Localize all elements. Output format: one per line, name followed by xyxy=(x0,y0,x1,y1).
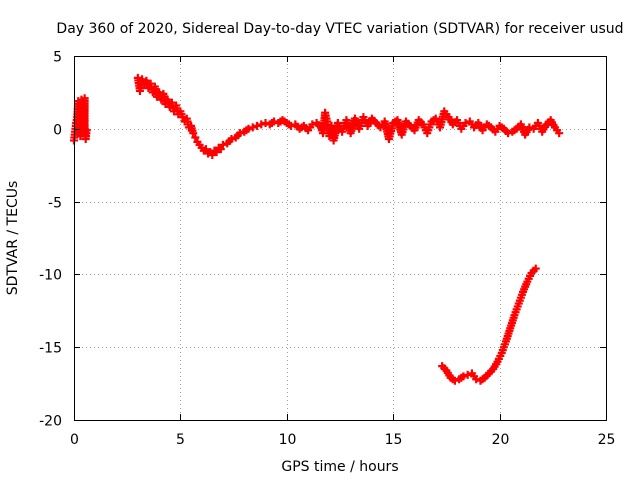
data-point xyxy=(248,123,257,132)
data-point xyxy=(218,140,227,149)
data-point xyxy=(227,134,236,143)
data-points xyxy=(70,73,564,385)
y-tick-label: 0 xyxy=(53,123,62,139)
series-main-trace xyxy=(133,73,564,160)
data-point xyxy=(450,376,459,385)
data-point xyxy=(461,118,470,127)
data-point xyxy=(257,120,266,129)
y-tick-label: -20 xyxy=(39,414,62,430)
grid xyxy=(74,56,606,420)
x-tick-label: 25 xyxy=(598,432,616,448)
data-point xyxy=(555,129,564,138)
x-axis-label: GPS time / hours xyxy=(281,459,398,475)
y-tick-label: -10 xyxy=(39,268,62,284)
data-point xyxy=(208,151,217,160)
data-point xyxy=(212,148,221,157)
data-point xyxy=(189,129,198,138)
data-point xyxy=(216,145,225,154)
series-late-drop xyxy=(438,264,540,385)
data-point xyxy=(178,113,187,122)
x-tick-label: 5 xyxy=(176,432,185,448)
chart-title: Day 360 of 2020, Sidereal Day-to-day VTE… xyxy=(56,21,623,37)
data-point xyxy=(82,126,91,135)
x-tick-label: 15 xyxy=(385,432,403,448)
y-tick-label: -15 xyxy=(39,341,62,357)
y-tick-label: -5 xyxy=(48,196,62,212)
data-point xyxy=(525,123,534,132)
tick-labels: 0 5 10 15 20 25 5 0 -5 -10 -15 -20 xyxy=(39,50,615,449)
data-point xyxy=(244,124,253,133)
data-point xyxy=(531,264,540,273)
data-point xyxy=(201,145,210,154)
x-tick-label: 20 xyxy=(492,432,510,448)
series-early-segment xyxy=(70,94,91,145)
axis-ticks xyxy=(74,56,607,421)
plot-frame xyxy=(74,56,607,421)
data-point xyxy=(191,133,200,142)
data-point xyxy=(459,372,468,381)
data-point xyxy=(235,129,244,138)
data-point xyxy=(463,370,472,379)
y-axis-label: SDTVAR / TECUs xyxy=(5,181,21,296)
x-tick-label: 10 xyxy=(279,432,297,448)
data-point xyxy=(504,129,513,138)
y-tick-label: 5 xyxy=(53,50,62,66)
data-point xyxy=(253,121,262,130)
x-tick-label: 0 xyxy=(70,432,79,448)
